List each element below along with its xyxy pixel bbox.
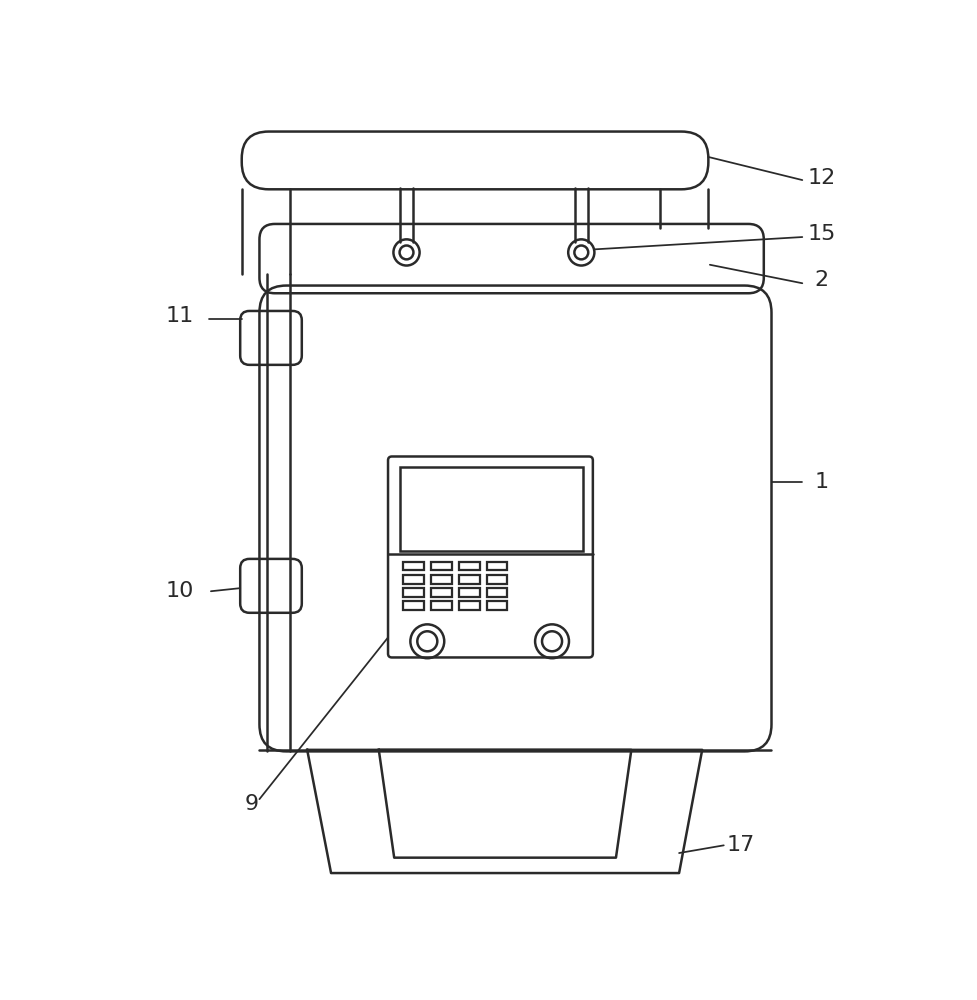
Text: 11: 11 (166, 306, 194, 326)
Bar (458, 601, 479, 610)
Text: 2: 2 (814, 270, 828, 290)
Text: 15: 15 (807, 224, 835, 244)
Text: 9: 9 (244, 794, 259, 814)
Bar (404, 575, 424, 584)
Bar (487, 601, 507, 610)
Bar (458, 588, 479, 597)
Bar (404, 562, 424, 570)
Bar (431, 588, 451, 597)
Text: 12: 12 (807, 168, 834, 188)
Bar (431, 601, 451, 610)
Bar (487, 575, 507, 584)
Bar (404, 601, 424, 610)
Bar (404, 588, 424, 597)
Text: 10: 10 (166, 581, 194, 601)
Bar (487, 562, 507, 570)
Bar (487, 588, 507, 597)
Bar (400, 466, 582, 551)
Text: 1: 1 (814, 472, 828, 492)
Bar (458, 562, 479, 570)
Text: 17: 17 (726, 835, 754, 855)
Bar (431, 562, 451, 570)
Bar (458, 575, 479, 584)
Bar (431, 575, 451, 584)
